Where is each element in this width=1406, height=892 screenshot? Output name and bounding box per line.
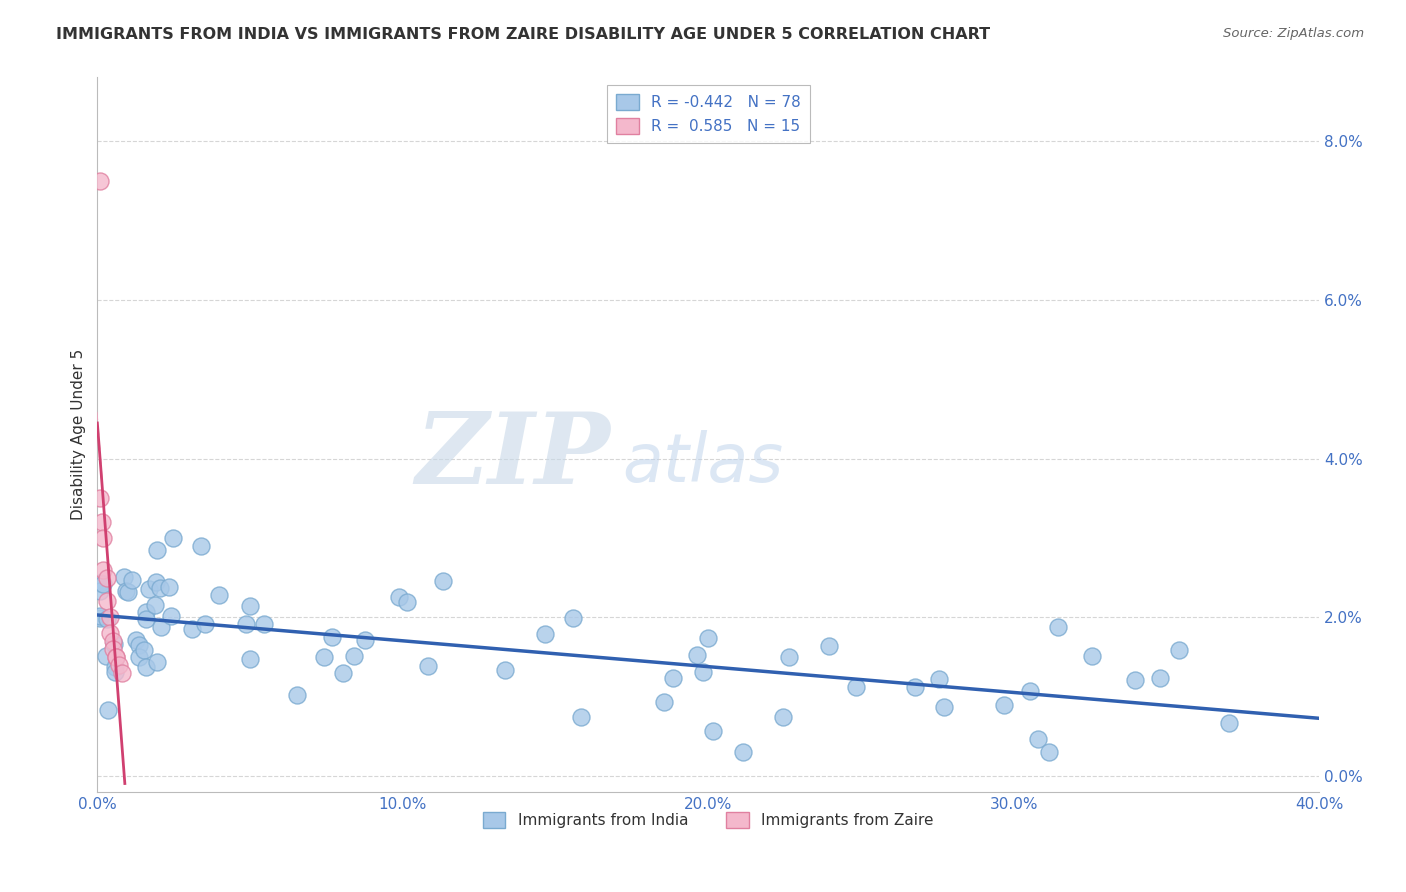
Point xyxy=(332,666,354,681)
Point xyxy=(89,583,111,598)
Point xyxy=(101,642,124,657)
Point xyxy=(146,655,169,669)
Point xyxy=(162,531,184,545)
Point xyxy=(731,745,754,759)
Point xyxy=(208,588,231,602)
Point xyxy=(697,632,720,646)
Point xyxy=(190,539,212,553)
Point xyxy=(662,671,685,685)
Point xyxy=(845,681,868,695)
Point xyxy=(312,650,335,665)
Point xyxy=(388,591,411,605)
Point xyxy=(321,630,343,644)
Point xyxy=(285,688,308,702)
Point xyxy=(101,634,124,648)
Point xyxy=(145,574,167,589)
Point xyxy=(134,642,156,657)
Point xyxy=(1047,620,1070,634)
Point xyxy=(1026,732,1049,747)
Point xyxy=(98,626,121,640)
Point xyxy=(143,598,166,612)
Point xyxy=(111,665,134,680)
Point xyxy=(128,650,150,665)
Point xyxy=(115,583,138,598)
Point xyxy=(146,542,169,557)
Point xyxy=(416,659,439,673)
Point xyxy=(239,652,262,666)
Point xyxy=(778,650,800,665)
Point xyxy=(1038,745,1060,759)
Point xyxy=(817,640,839,654)
Point xyxy=(354,632,377,647)
Point xyxy=(652,695,675,709)
Point xyxy=(1218,716,1240,731)
Point xyxy=(89,608,111,623)
Point xyxy=(993,698,1015,712)
Point xyxy=(157,580,180,594)
Point xyxy=(117,585,139,599)
Point xyxy=(772,710,794,724)
Point xyxy=(94,648,117,663)
Text: IMMIGRANTS FROM INDIA VS IMMIGRANTS FROM ZAIRE DISABILITY AGE UNDER 5 CORRELATIO: IMMIGRANTS FROM INDIA VS IMMIGRANTS FROM… xyxy=(56,27,990,42)
Point xyxy=(96,571,118,585)
Point xyxy=(194,617,217,632)
Point xyxy=(125,633,148,648)
Point xyxy=(1149,671,1171,685)
Point xyxy=(104,650,127,665)
Y-axis label: Disability Age Under 5: Disability Age Under 5 xyxy=(72,349,86,520)
Point xyxy=(89,491,111,506)
Point xyxy=(149,620,172,634)
Point xyxy=(253,617,276,632)
Point xyxy=(160,608,183,623)
Point xyxy=(932,700,955,714)
Point xyxy=(692,665,714,680)
Point xyxy=(395,595,418,609)
Point xyxy=(135,612,157,626)
Point xyxy=(149,582,172,596)
Text: Source: ZipAtlas.com: Source: ZipAtlas.com xyxy=(1223,27,1364,40)
Point xyxy=(107,657,129,672)
Point xyxy=(1080,648,1102,663)
Point xyxy=(534,627,557,641)
Point xyxy=(112,570,135,584)
Point xyxy=(104,650,127,665)
Point xyxy=(104,660,127,674)
Point xyxy=(903,680,925,694)
Point xyxy=(135,660,157,674)
Point xyxy=(138,582,160,596)
Point xyxy=(1125,673,1147,687)
Point xyxy=(686,648,709,663)
Point xyxy=(121,573,143,587)
Point xyxy=(98,610,121,624)
Text: atlas: atlas xyxy=(623,430,785,496)
Point xyxy=(180,622,202,636)
Point xyxy=(235,617,257,632)
Legend: Immigrants from India, Immigrants from Zaire: Immigrants from India, Immigrants from Z… xyxy=(477,806,941,834)
Point xyxy=(91,577,114,591)
Point xyxy=(239,599,262,613)
Point xyxy=(104,665,127,679)
Point xyxy=(702,723,724,738)
Point xyxy=(89,576,111,591)
Point xyxy=(93,531,115,545)
Point xyxy=(569,710,592,724)
Point xyxy=(89,174,111,188)
Point xyxy=(96,612,118,626)
Point xyxy=(97,702,120,716)
Point xyxy=(1019,683,1042,698)
Point xyxy=(135,605,157,619)
Point xyxy=(432,574,454,589)
Point xyxy=(90,515,112,529)
Point xyxy=(89,611,111,625)
Point xyxy=(103,637,125,651)
Point xyxy=(128,638,150,652)
Point xyxy=(343,649,366,664)
Point xyxy=(96,594,118,608)
Point xyxy=(1168,642,1191,657)
Point xyxy=(562,610,585,624)
Text: ZIP: ZIP xyxy=(416,408,610,504)
Point xyxy=(494,663,516,677)
Point xyxy=(928,672,950,686)
Point xyxy=(93,563,115,577)
